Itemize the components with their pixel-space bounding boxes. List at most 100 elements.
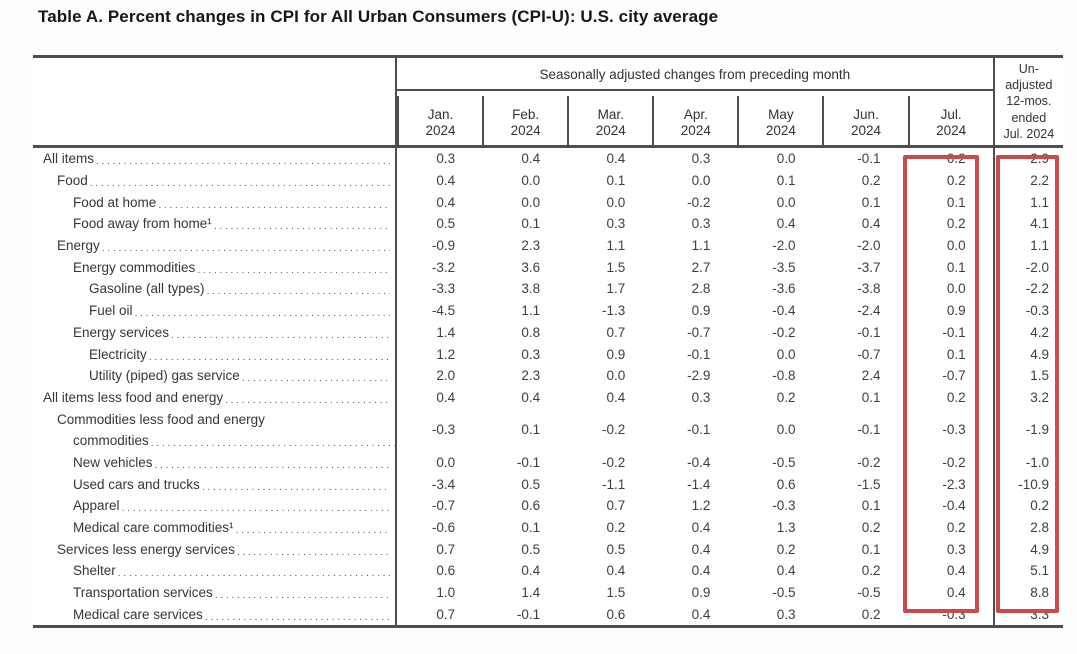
data-cell: 0.4 xyxy=(691,606,711,622)
table-row: Energy commodities......................… xyxy=(33,256,1063,279)
data-cell: -1.1 xyxy=(602,476,626,492)
table-row: Energy services.........................… xyxy=(33,321,1063,344)
data-cell: 0.3 xyxy=(436,151,456,167)
unadjusted-cell: 2.2 xyxy=(992,169,1063,192)
row-label-text: Food xyxy=(57,173,88,189)
data-cell: 0.5 xyxy=(521,541,541,557)
data-cell: 0.7 xyxy=(606,498,626,514)
data-cell: 1.5 xyxy=(606,259,626,275)
data-cell: -2.0 xyxy=(857,238,881,254)
unadjusted-cell: 4.2 xyxy=(992,321,1063,344)
data-cell: -0.8 xyxy=(772,368,796,384)
table-row: Shelter.................................… xyxy=(33,560,1063,582)
data-cell: -0.1 xyxy=(687,346,711,362)
data-cell: 0.0 xyxy=(776,346,796,362)
data-cell: -3.5 xyxy=(772,259,796,275)
row-label-text: New vehicles xyxy=(73,454,153,470)
row-label-text: Utility (piped) gas service xyxy=(89,368,240,384)
data-cell: 0.9 xyxy=(691,585,711,601)
data-cell: 0.6 xyxy=(436,563,456,579)
row-label: Shelter.................................… xyxy=(33,560,397,582)
data-cell: -2.9 xyxy=(687,368,711,384)
table-row: New vehicles............................… xyxy=(33,451,1063,474)
leader-dots: ........................................… xyxy=(117,567,390,579)
row-label: All items less food and energy..........… xyxy=(33,386,397,409)
data-cell: 0.6 xyxy=(776,476,796,492)
data-cell: 0.2 xyxy=(946,173,966,189)
data-cell: 0.9 xyxy=(606,346,626,362)
row-label: Used cars and trucks....................… xyxy=(33,473,397,496)
data-cell: 0.1 xyxy=(861,498,881,514)
data-cell: 1.1 xyxy=(521,303,541,319)
data-cell: -0.7 xyxy=(857,346,881,362)
cpi-table: Seasonally adjusted changes from precedi… xyxy=(33,55,1063,629)
data-cell: 0.1 xyxy=(946,259,966,275)
table-row: Medical care commodities¹...............… xyxy=(33,516,1063,539)
row-label: Medical care commodities¹...............… xyxy=(33,516,397,539)
row-label-text: Energy commodities xyxy=(73,259,196,275)
row-label: Apparel.................................… xyxy=(33,495,397,517)
data-cell: -0.2 xyxy=(942,454,966,470)
row-label-text: Gasoline (all types) xyxy=(89,281,205,297)
leader-dots: ........................................… xyxy=(241,372,390,384)
data-cell: 0.7 xyxy=(606,324,626,340)
table-row: Transportation services.................… xyxy=(33,581,1063,604)
table-row: Gasoline (all types)....................… xyxy=(33,278,1063,300)
data-cell: -0.9 xyxy=(431,238,456,254)
row-label: Services less energy services...........… xyxy=(33,538,397,561)
unadjusted-cell: 1.1 xyxy=(992,234,1063,257)
data-cell: 0.2 xyxy=(606,520,626,536)
row-label-text: Used cars and trucks xyxy=(73,476,200,492)
label-column-spacer xyxy=(33,58,397,145)
data-cell: -0.3 xyxy=(942,422,966,438)
data-cell: -0.4 xyxy=(687,454,711,470)
data-cell: 0.9 xyxy=(946,303,966,319)
data-cell: -4.5 xyxy=(431,303,456,319)
data-cell: 0.0 xyxy=(776,422,796,438)
data-cell: 0.1 xyxy=(861,389,881,405)
data-cell: 0.6 xyxy=(521,498,541,514)
data-cell: -0.2 xyxy=(602,422,626,438)
data-cell: 2.0 xyxy=(436,368,456,384)
column-header-month: Jan. 2024 xyxy=(397,96,482,145)
table-row: Utility (piped) gas service.............… xyxy=(33,364,1063,387)
table-header: Seasonally adjusted changes from precedi… xyxy=(33,58,1063,148)
row-label-text: Commodities less food and energy xyxy=(57,411,265,427)
data-cell: 0.1 xyxy=(521,520,541,536)
data-cell: 0.7 xyxy=(436,541,456,557)
data-cell: 0.1 xyxy=(776,173,796,189)
leader-dots: ........................................… xyxy=(154,458,390,470)
data-cell: 0.4 xyxy=(606,151,626,167)
data-cell: 0.2 xyxy=(861,563,881,579)
data-cell: 1.3 xyxy=(776,520,796,536)
data-cell: 0.2 xyxy=(861,173,881,189)
column-header-month: Jul. 2024 xyxy=(907,96,993,145)
row-label: Fuel oil................................… xyxy=(33,299,397,322)
leader-dots: ........................................… xyxy=(206,285,390,297)
data-cell: 0.1 xyxy=(946,346,966,362)
data-cell: -1.4 xyxy=(687,476,711,492)
row-label: New vehicles............................… xyxy=(33,451,397,474)
data-cell: -0.3 xyxy=(942,606,966,622)
data-cell: 0.1 xyxy=(521,216,541,232)
data-cell: 0.4 xyxy=(946,585,966,601)
row-label-text: Apparel xyxy=(73,498,120,514)
table-row: Food at home............................… xyxy=(33,191,1063,214)
leader-dots: ........................................… xyxy=(148,350,390,362)
row-label-text: Food away from home¹ xyxy=(73,216,212,232)
row-label: Food away from home¹....................… xyxy=(33,213,397,235)
column-header-month: Mar. 2024 xyxy=(567,96,652,145)
data-cell: 1.2 xyxy=(691,498,711,514)
data-cell: 0.2 xyxy=(946,389,966,405)
data-cell: -0.2 xyxy=(772,324,796,340)
data-cell: 0.8 xyxy=(521,324,541,340)
data-cell: -1.3 xyxy=(602,303,626,319)
data-cell: -3.3 xyxy=(431,281,456,297)
table-row: Electricity.............................… xyxy=(33,343,1063,365)
row-label: Food at home............................… xyxy=(33,191,397,214)
leader-dots: ........................................… xyxy=(213,220,390,232)
data-cell: 0.9 xyxy=(691,303,711,319)
data-cell: -3.7 xyxy=(857,259,881,275)
table-row: Services less energy services...........… xyxy=(33,538,1063,561)
unadjusted-cell: 3.2 xyxy=(992,386,1063,409)
